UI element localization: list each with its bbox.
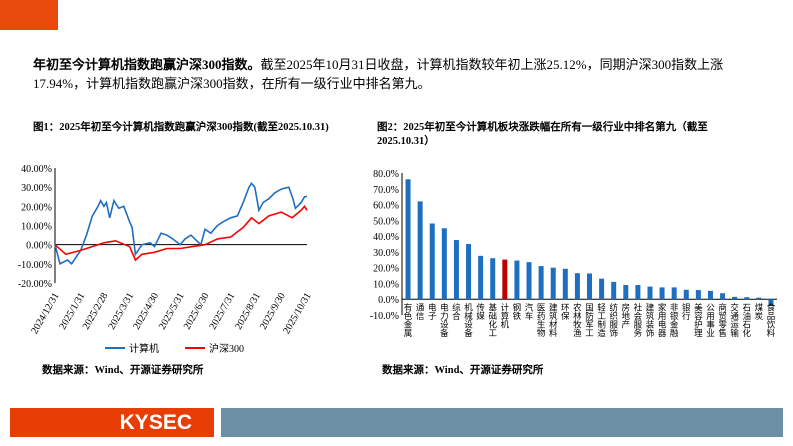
y-tick-label: -10.0%: [370, 311, 399, 322]
y-tick-label: -10.00%: [18, 260, 52, 271]
bar-26: [720, 293, 726, 300]
y-tick-label: 30.0%: [373, 248, 399, 259]
figure1-source: 数据来源：Wind、开源证券研究所: [42, 365, 204, 376]
bar-8: [502, 259, 508, 300]
bar-10: [526, 262, 532, 300]
bar-30: [768, 299, 774, 306]
x-category-label: 非银金融: [669, 303, 679, 339]
bar-20: [647, 286, 653, 300]
x-category-label: 公用事业: [705, 303, 715, 337]
x-category-label: 美容护理: [693, 303, 703, 338]
bar-18: [623, 285, 629, 300]
x-category-label: 农林牧渔: [572, 303, 582, 338]
y-tick-label: 40.00%: [21, 164, 52, 175]
bar-14: [574, 273, 580, 300]
x-tick-label: 2024/12/31: [29, 291, 61, 336]
x-category-label: 通信: [415, 303, 425, 322]
bar-19: [635, 285, 641, 300]
y-tick-label: -20.00%: [18, 279, 52, 290]
bar-3: [441, 228, 447, 300]
y-tick-label: 20.0%: [373, 264, 399, 275]
bar-11: [538, 266, 544, 300]
line-chart: 40.00% 30.00% 20.00% 10.00% 0.00% -10.00% -20.…: [18, 164, 314, 355]
figure2-title: 图2：2025年初至今计算机板块涨跌幅在所有一级行业中排名第九（截至2025.1…: [377, 122, 708, 147]
bar-chart: 80.0% 70.0% 60.0% 50.0% 40.0% 30.0% 20.0% 10.0%…: [370, 169, 777, 339]
bar-17: [611, 281, 617, 300]
x-category-label: 社会服务: [633, 303, 643, 339]
x-category-label: 建筑装饰: [645, 303, 655, 339]
bar-7: [490, 258, 496, 300]
x-category-label: 石油石化: [742, 303, 752, 338]
series-line-hs300: [54, 204, 308, 262]
bar-13: [562, 268, 568, 300]
x-category-label: 计算机: [500, 303, 510, 330]
x-category-label: 基础化工: [488, 303, 498, 338]
x-category-label: 电力设备: [439, 303, 449, 339]
y-tick-label: 20.00%: [21, 202, 52, 213]
y-tick-label: 70.0%: [373, 185, 399, 196]
bar-0: [405, 179, 411, 300]
bar-22: [671, 287, 677, 300]
x-category-label: 医药生物: [536, 303, 546, 338]
bar-15: [587, 273, 592, 300]
x-category-label: 环保: [560, 303, 570, 321]
series-line-computer: [54, 181, 308, 266]
x-category-label: 家用电器: [657, 303, 667, 339]
bar-29: [756, 297, 762, 300]
x-category-label: 电子: [427, 303, 437, 321]
x-category-label: 有色金属: [403, 303, 413, 339]
x-category-label: 综合: [451, 303, 461, 322]
x-category-label: 纺织服饰: [609, 303, 619, 339]
intro-paragraph: 年初至今计算机指数跑赢沪深300指数。截至2025年10月31日收盘，计算机指数…: [33, 55, 763, 93]
bar-12: [550, 267, 556, 300]
x-category-label: 国防军工: [585, 303, 595, 337]
x-category-label: 轻工制造: [597, 303, 607, 339]
x-category-label: 食品饮料: [766, 303, 776, 339]
bar-6: [478, 255, 484, 300]
bar-1: [417, 201, 423, 300]
bar-23: [683, 289, 689, 300]
x-category-label: 钢铁: [512, 303, 522, 322]
bar-27: [732, 296, 738, 300]
bar-16: [599, 278, 605, 300]
x-category-label: 房地产: [621, 303, 631, 330]
bar-24: [695, 290, 701, 300]
y-tick-label: 0.0%: [378, 295, 399, 306]
x-category-label: 机械设备: [464, 303, 474, 339]
x-category-label: 建筑材料: [548, 303, 558, 339]
intro-heading: 年初至今计算机指数跑赢沪深300指数。: [33, 57, 261, 72]
bar-25: [707, 290, 713, 300]
bar-4: [453, 240, 459, 300]
intro-text: 截至2025年10月31日收盘，计算机指数较年初上涨25.12%，同期沪深300…: [33, 57, 724, 91]
y-tick-label: 60.0%: [373, 201, 399, 212]
x-category-label: 商贸零售: [718, 303, 728, 339]
bar-28: [744, 297, 750, 300]
legend-label: 沪深300: [209, 342, 244, 355]
bar-2: [429, 223, 435, 300]
bar-21: [659, 287, 665, 300]
x-category-label: 煤炭: [754, 303, 764, 322]
y-tick-label: 10.00%: [21, 222, 52, 233]
y-tick-label: 80.0%: [373, 169, 399, 180]
footer-bar: [221, 408, 783, 437]
figure2-source: 数据来源：Wind、开源证券研究所: [382, 365, 544, 376]
y-tick-label: 50.0%: [373, 216, 399, 227]
bar-9: [514, 260, 520, 300]
y-tick-label: 10.0%: [373, 279, 399, 290]
bar-5: [466, 244, 472, 300]
figure1-title: 图1：2025年初至今计算机指数跑赢沪深300指数(截至2025.10.31): [33, 122, 329, 133]
y-tick-label: 30.00%: [21, 183, 52, 194]
y-tick-label: 0.00%: [26, 241, 52, 252]
kysec-logo: KYSEC: [10, 408, 214, 437]
y-tick-label: 40.0%: [373, 232, 399, 243]
x-category-label: 交通运输: [730, 303, 740, 339]
x-category-label: 银行: [681, 303, 691, 322]
x-category-label: 汽车: [524, 303, 534, 322]
legend-label: 计算机: [129, 342, 159, 355]
x-category-label: 传媒: [476, 303, 486, 322]
brand-corner-block: [0, 0, 58, 30]
